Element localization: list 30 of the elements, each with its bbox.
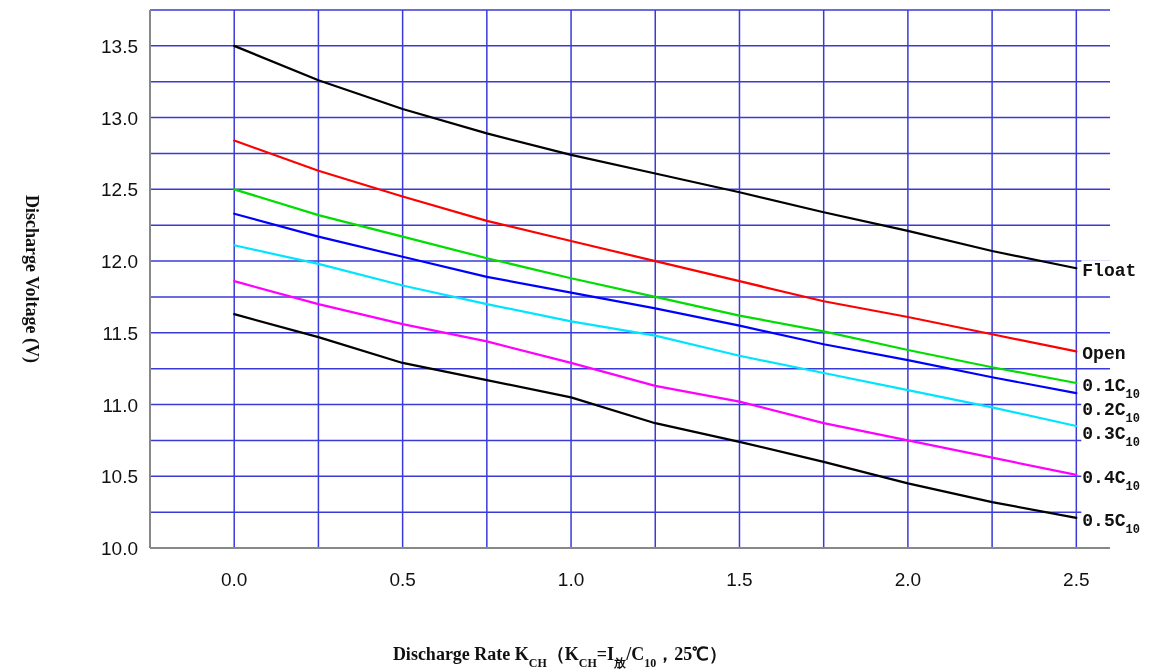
y-tick-label: 13.0 [101,107,138,129]
x-tick-label: 2.0 [894,569,922,590]
y-tick-label: 10.0 [101,538,138,559]
y-tick-label: 13.5 [101,35,138,57]
series-label: 0.5C$_{10}$ [1082,510,1140,537]
x-tick-label: 1.0 [557,569,585,590]
x-tick-label: 0.5 [389,569,416,590]
y-tick-label: 11.5 [102,322,138,344]
x-tick-label: 2.5 [1063,569,1090,590]
line-series [233,212,1078,395]
y-axis-title: Discharge Voltage (V) [21,195,42,363]
series-label: 0.4C$_{10}$ [1082,467,1140,494]
series-label: 0.3C$_{10}$ [1082,424,1140,451]
line-series [233,244,1078,428]
line-series [233,139,1078,353]
y-tick-label: 12.0 [101,251,138,273]
x-tick-label: 0.0 [221,569,248,590]
y-tick-label: 10.5 [101,466,138,488]
line-series [233,280,1078,476]
x-tick-label: 1.5 [726,569,753,590]
line-series [233,44,1078,270]
series-label: 0.2C$_{10}$ [1082,400,1140,427]
series-label: Open [1082,344,1126,365]
line-series [233,313,1078,519]
y-tick-label: 12.5 [101,179,138,201]
y-tick-label: 11.0 [102,394,138,416]
series-label: Float [1082,261,1137,282]
text: Discharge Rate K$_{CH}$（K$_{CH}$=I$_{放}$/C$_{10}$，25℃） [392,644,728,670]
line-series [233,188,1078,385]
series-label: 0.1C$_{10}$ [1082,376,1140,403]
